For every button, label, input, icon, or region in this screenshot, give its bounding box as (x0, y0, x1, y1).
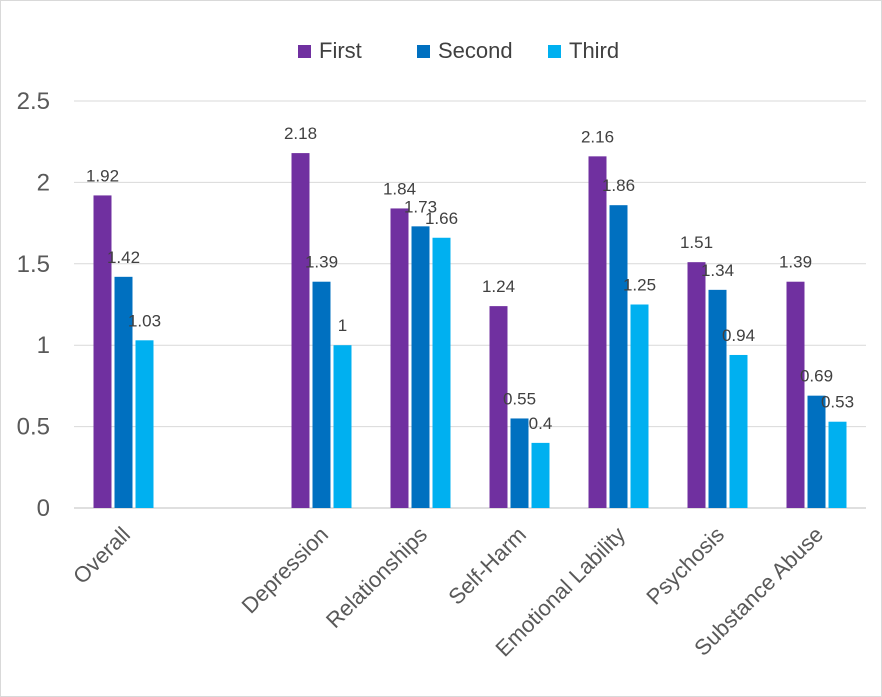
bar-second (411, 226, 430, 508)
data-label: 1.51 (680, 233, 713, 252)
bar-third (531, 442, 550, 508)
data-label: 1.25 (623, 276, 656, 295)
bar-second (114, 276, 133, 508)
data-label: 1.84 (383, 179, 416, 198)
x-category-label: Depression (237, 522, 333, 618)
x-category-label: Relationships (321, 522, 432, 633)
data-label: 1 (338, 316, 347, 335)
legend-swatch-third (548, 45, 561, 58)
bar-second (708, 289, 727, 508)
x-category-label: Overall (68, 522, 135, 589)
data-label: 1.39 (305, 253, 338, 272)
data-label: 1.42 (107, 248, 140, 267)
data-label: 1.73 (404, 197, 437, 216)
bar-first (93, 195, 112, 508)
bar-third (135, 340, 154, 508)
data-label: 0.69 (800, 367, 833, 386)
y-tick-label: 2.5 (17, 88, 50, 115)
bar-second (510, 418, 529, 508)
bar-first (291, 153, 310, 508)
data-label: 2.18 (284, 124, 317, 143)
y-tick-label: 1 (37, 332, 50, 359)
y-tick-label: 1.5 (17, 251, 50, 278)
bar-third (729, 354, 748, 508)
data-label: 0.55 (503, 389, 536, 408)
x-category-label: Psychosis (641, 522, 729, 610)
data-label: 1.39 (779, 253, 812, 272)
y-tick-label: 0.5 (17, 414, 50, 441)
data-label: 1.03 (128, 311, 161, 330)
data-label: 1.92 (86, 166, 119, 185)
bar-third (630, 304, 649, 508)
x-category-label: Self-Harm (443, 522, 531, 610)
data-label: 0.94 (722, 326, 755, 345)
bar-first (588, 156, 607, 509)
bar-second (609, 205, 628, 508)
bar-third (828, 421, 847, 508)
legend-label-third: Third (569, 38, 619, 63)
bar-first (489, 306, 508, 508)
legend: First Second Third (298, 38, 619, 63)
bar-second (807, 395, 826, 508)
legend-swatch-first (298, 45, 311, 58)
y-axis-ticks: 0 0.5 1 1.5 2 2.5 (17, 88, 50, 522)
bars (93, 153, 847, 509)
y-tick-label: 0 (37, 495, 50, 522)
data-labels: 1.92 1.42 1.03 2.18 1.39 1 1.841.731.66 1.24 0.5… (86, 124, 854, 433)
bar-first (390, 208, 409, 508)
bar-first (786, 281, 805, 508)
data-label: 2.16 (581, 127, 614, 146)
data-label: 1.86 (602, 176, 635, 195)
legend-label-first: First (319, 38, 362, 63)
legend-label-second: Second (438, 38, 513, 63)
data-label: 1.34 (701, 261, 734, 280)
data-label: 1.24 (482, 277, 515, 296)
data-label: 1.66 (425, 209, 458, 228)
legend-swatch-second (417, 45, 430, 58)
data-label: 0.53 (821, 393, 854, 412)
bar-third (333, 345, 352, 508)
bar-second (312, 281, 331, 508)
bar-third (432, 237, 451, 508)
data-label: 0.4 (529, 414, 553, 433)
bar-first (687, 262, 706, 508)
y-tick-label: 2 (37, 169, 50, 196)
